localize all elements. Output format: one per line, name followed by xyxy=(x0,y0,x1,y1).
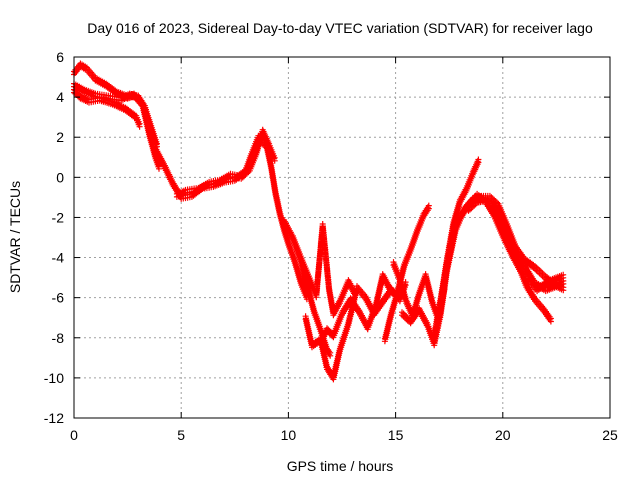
series-markers xyxy=(489,202,567,295)
chart-title: Day 016 of 2023, Sidereal Day-to-day VTE… xyxy=(87,20,593,36)
series-sat-track-o xyxy=(465,194,554,325)
x-axis-label: GPS time / hours xyxy=(287,458,394,474)
plot-frame xyxy=(73,56,611,419)
series-sat-track-d xyxy=(152,132,310,303)
series-markers xyxy=(289,221,357,319)
x-tick-label: 5 xyxy=(177,427,185,443)
series-sat-track-p xyxy=(489,202,567,295)
tick-labels: 0 5 10 15 20 25 -12 -10 -8 -6 -4 -2 0 2 4 6 xyxy=(44,49,618,443)
y-axis-label: SDTVAR / TECUs xyxy=(7,181,23,293)
x-tick-label: 15 xyxy=(388,427,404,443)
y-tick-label: 2 xyxy=(56,129,64,145)
y-tick-label: 6 xyxy=(56,49,64,65)
series-markers xyxy=(317,271,398,347)
series-sat-track-e xyxy=(173,126,278,200)
y-tick-label: -6 xyxy=(52,290,65,306)
grid-lines xyxy=(74,57,610,418)
y-tick-label: -4 xyxy=(52,250,65,266)
x-tick-label: 10 xyxy=(281,427,297,443)
series-markers xyxy=(431,156,482,341)
y-tick-label: -2 xyxy=(52,209,65,225)
y-tick-label: -10 xyxy=(44,370,64,386)
axes xyxy=(73,56,611,419)
series-sat-track-h xyxy=(289,221,357,319)
series-sat-track-i xyxy=(317,271,398,347)
x-tick-label: 20 xyxy=(495,427,511,443)
y-tick-label: -12 xyxy=(44,410,64,426)
series-markers xyxy=(173,126,278,200)
series-markers xyxy=(465,194,554,325)
y-tick-label: 4 xyxy=(56,89,64,105)
x-tick-label: 25 xyxy=(602,427,618,443)
series-sat-track-m xyxy=(431,156,482,341)
x-tick-label: 0 xyxy=(70,427,78,443)
series-markers xyxy=(152,132,310,303)
y-tick-label: -8 xyxy=(52,330,65,346)
y-tick-label: 0 xyxy=(56,169,64,185)
data-series xyxy=(71,60,567,383)
